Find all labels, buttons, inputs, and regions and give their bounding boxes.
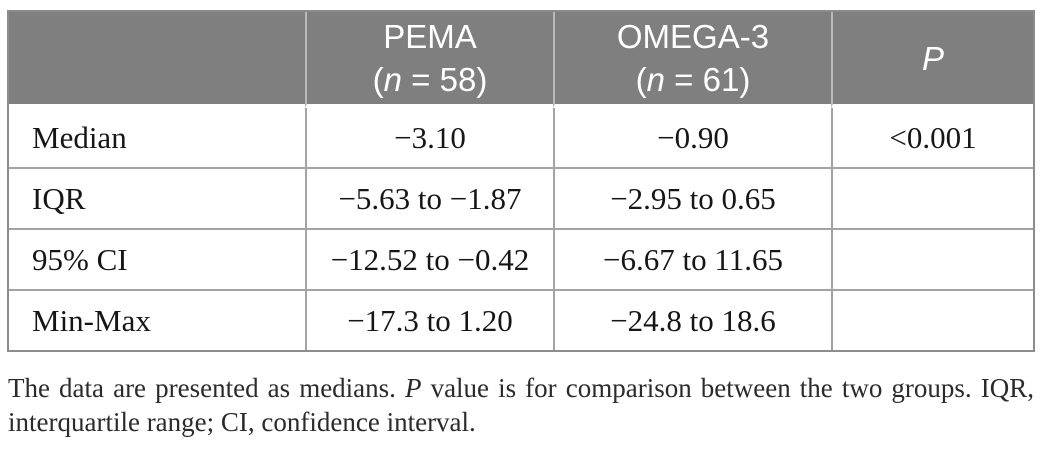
header-empty-cell (9, 12, 305, 108)
header-omega3-n: (n = 61) (636, 61, 751, 98)
footnote-part1: The data are presented as medians. (8, 373, 405, 403)
table-footnote: The data are presented as medians. P val… (8, 371, 1034, 439)
n-symbol: n (646, 61, 666, 98)
cell-ci-p (831, 228, 1033, 289)
row-label-minmax: Min-Max (9, 289, 305, 350)
row-label-iqr: IQR (9, 167, 305, 228)
table-row-ci: 95% CI −12.52 to −0.42 −6.67 to 11.65 (9, 228, 1033, 289)
header-pema-title: PEMA (383, 18, 477, 55)
paren-open: ( (372, 61, 384, 98)
cell-minmax-p (831, 289, 1033, 350)
cell-ci-pema: −12.52 to −0.42 (305, 228, 553, 289)
header-row: PEMA (n = 58) OMEGA-3 (n = 61) P (9, 12, 1033, 108)
cell-minmax-pema: −17.3 to 1.20 (305, 289, 553, 350)
n-symbol: n (383, 61, 403, 98)
paren-open: ( (635, 61, 647, 98)
cell-iqr-p (831, 167, 1033, 228)
cell-median-omega3: −0.90 (553, 108, 831, 167)
table-row-iqr: IQR −5.63 to −1.87 −2.95 to 0.65 (9, 167, 1033, 228)
cell-iqr-pema: −5.63 to −1.87 (305, 167, 553, 228)
cell-median-p: <0.001 (831, 108, 1033, 167)
n-value: = 61) (665, 61, 751, 98)
cell-iqr-omega3: −2.95 to 0.65 (553, 167, 831, 228)
footnote-part2: value is for comparison between the two … (8, 373, 1034, 437)
row-label-ci: 95% CI (9, 228, 305, 289)
header-pema-n: (n = 58) (373, 61, 488, 98)
n-value: = 58) (402, 61, 488, 98)
statistics-table: PEMA (n = 58) OMEGA-3 (n = 61) P Median … (7, 10, 1035, 352)
p-symbol: P (921, 39, 944, 77)
header-p-value: P (831, 12, 1033, 108)
table-row-minmax: Min-Max −17.3 to 1.20 −24.8 to 18.6 (9, 289, 1033, 350)
table-row-median: Median −3.10 −0.90 <0.001 (9, 108, 1033, 167)
header-pema: PEMA (n = 58) (305, 12, 553, 108)
cell-minmax-omega3: −24.8 to 18.6 (553, 289, 831, 350)
cell-median-pema: −3.10 (305, 108, 553, 167)
cell-ci-omega3: −6.67 to 11.65 (553, 228, 831, 289)
row-label-median: Median (9, 108, 305, 167)
header-omega3: OMEGA-3 (n = 61) (553, 12, 831, 108)
header-omega3-title: OMEGA-3 (616, 18, 770, 55)
footnote-p-symbol: P (405, 373, 422, 403)
